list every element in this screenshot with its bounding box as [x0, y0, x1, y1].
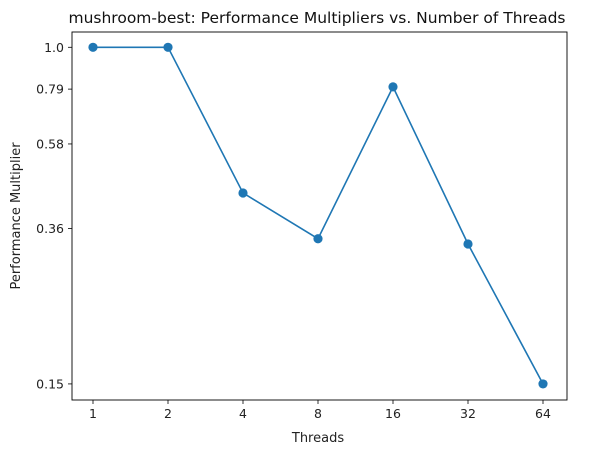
y-tick-label: 0.36: [36, 221, 64, 236]
x-tick-label: 8: [314, 406, 322, 421]
y-tick-label: 0.58: [36, 136, 64, 151]
plot-frame: [71, 31, 568, 401]
x-tick-label: 2: [164, 406, 172, 421]
x-axis-label: Threads: [291, 431, 344, 446]
data-point: [463, 239, 473, 249]
data-point: [313, 234, 323, 244]
data-point: [538, 379, 548, 389]
x-tick-label: 32: [460, 406, 476, 421]
chart-title: mushroom-best: Performance Multipliers v…: [68, 9, 565, 27]
plot-area: 1 2 4 8 16 32 64 0.15 0.36 0.58 0.79 1.0: [36, 31, 568, 421]
y-axis: 0.15 0.36 0.58 0.79 1.0: [36, 40, 72, 391]
x-axis: 1 2 4 8 16 32 64: [89, 400, 551, 421]
series-line: [93, 46, 544, 385]
series-markers: [88, 42, 548, 389]
y-tick-label: 0.79: [36, 82, 64, 97]
x-tick-label: 64: [535, 406, 551, 421]
data-point: [238, 188, 248, 198]
data-point: [388, 82, 398, 92]
y-tick-label: 1.0: [44, 40, 64, 55]
data-point: [88, 42, 98, 52]
data-point: [163, 42, 173, 52]
y-axis-label: Performance Multiplier: [9, 142, 24, 290]
x-tick-label: 16: [385, 406, 401, 421]
y-tick-label: 0.15: [36, 376, 64, 391]
x-tick-label: 1: [89, 406, 97, 421]
x-tick-label: 4: [239, 406, 247, 421]
